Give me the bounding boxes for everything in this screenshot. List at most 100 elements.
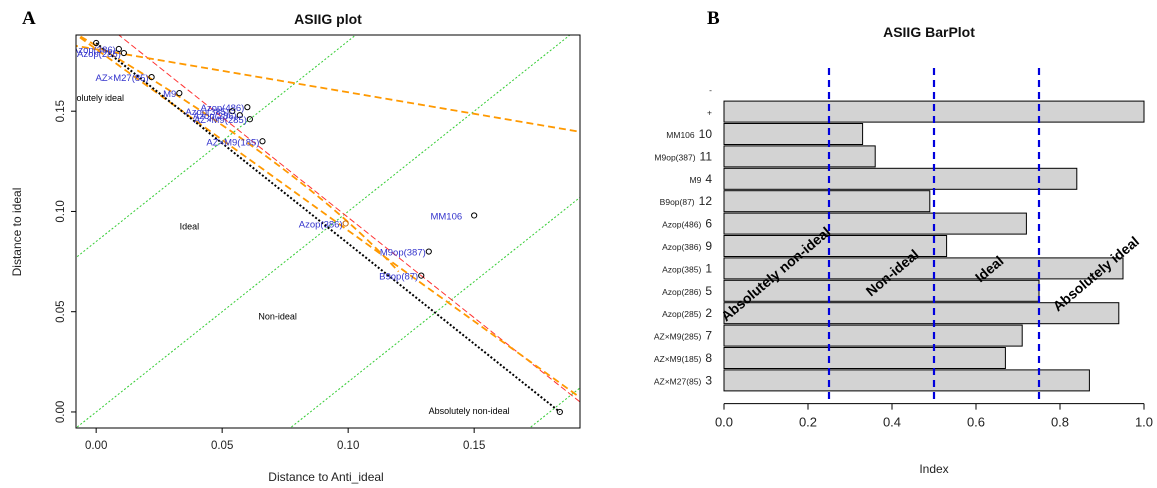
y-tick-label: 0.00 bbox=[55, 401, 67, 423]
category-name: - bbox=[709, 85, 712, 95]
y-tick-label: 0.15 bbox=[55, 100, 67, 122]
ideal-line bbox=[95, 42, 561, 413]
x-tick-label: 0.15 bbox=[463, 440, 485, 452]
panel-a-label: A bbox=[22, 8, 36, 29]
data-point bbox=[425, 248, 432, 255]
category-name: AZ×M27(85) bbox=[654, 376, 702, 386]
category-name: AZ×M9(185) bbox=[654, 354, 702, 364]
data-point bbox=[115, 45, 122, 53]
bar-category-label: M9 4 bbox=[690, 172, 713, 186]
data-point bbox=[176, 90, 183, 97]
bar-x-tick-label: 0.6 bbox=[967, 415, 985, 430]
category-name: Azop(486) bbox=[662, 220, 701, 230]
category-rank: 3 bbox=[705, 373, 712, 387]
category-rank: 5 bbox=[705, 284, 712, 298]
bar-category-label: Azop(385) 1 bbox=[662, 261, 712, 275]
region-label: Absolutely non-ideal bbox=[429, 406, 510, 416]
bar-plot-area: Absolutely non-ideal Non-ideal Ideal Absolu… bbox=[718, 68, 1145, 402]
bar bbox=[723, 347, 1006, 369]
y-tick-label: 0.05 bbox=[55, 301, 67, 323]
point-label: Azop(285) bbox=[77, 49, 121, 60]
bar-category-label: Azop(486) 6 bbox=[662, 217, 712, 231]
category-name: + bbox=[707, 108, 712, 118]
point-label: AZ×M27(85) bbox=[96, 73, 149, 84]
bar bbox=[723, 302, 1120, 325]
fit-curve bbox=[76, 35, 400, 273]
data-point bbox=[236, 112, 243, 119]
bar bbox=[723, 235, 948, 257]
category-name: Azop(386) bbox=[662, 242, 701, 252]
guide-line bbox=[528, 387, 580, 428]
scatter-frame bbox=[75, 34, 581, 429]
region-label: Absolutely ideal bbox=[61, 93, 124, 103]
bar-x-tick-label: 0.4 bbox=[883, 415, 901, 430]
bar-category-label: Azop(285) 2 bbox=[662, 306, 712, 320]
category-name: Azop(285) bbox=[662, 309, 701, 319]
category-name: B9op(87) bbox=[660, 197, 695, 207]
point-label: Azop(386) bbox=[299, 219, 343, 230]
bar-x-tick-label: 1.0 bbox=[1135, 415, 1153, 430]
data-point bbox=[259, 138, 266, 145]
category-rank: 4 bbox=[705, 172, 712, 186]
bar-category-label: Azop(386) 9 bbox=[662, 239, 712, 253]
category-name: M9op(387) bbox=[654, 152, 695, 162]
guide-line bbox=[289, 196, 580, 428]
data-point bbox=[244, 104, 251, 111]
point-label: Azop(286) bbox=[193, 111, 237, 122]
bar-category-label: AZ×M9(185) 8 bbox=[654, 351, 712, 365]
scatter-y-axis-label: Distance to ideal bbox=[10, 188, 24, 277]
y-tick-label: 0.10 bbox=[55, 200, 67, 222]
bar bbox=[723, 212, 1027, 235]
bar bbox=[723, 145, 876, 168]
bar-x-tick-label: 0.2 bbox=[799, 415, 817, 430]
category-rank: 12 bbox=[699, 194, 713, 208]
bar-category-label: M9op(387) 11 bbox=[654, 149, 712, 163]
scatter-plot-area: MM106 M9op(387) B9op(87) Azop(386) Azop(486)… bbox=[61, 35, 580, 428]
point-label: Azop(386) bbox=[72, 45, 116, 56]
x-tick-label: 0.00 bbox=[85, 440, 107, 452]
region-label: Ideal bbox=[180, 221, 200, 231]
bar-x-tick-label: 0.0 bbox=[715, 415, 733, 430]
bar-category-label: AZ×M27(85) 3 bbox=[654, 373, 712, 387]
point-label: Azop(486) bbox=[201, 103, 245, 114]
point-label: M9op(387) bbox=[380, 248, 426, 259]
category-rank: 6 bbox=[705, 217, 712, 231]
scatter-axes: 0.00 0.05 0.10 0.15 0.00 0.05 0.10 0.15 bbox=[55, 100, 485, 452]
category-name: M9 bbox=[690, 175, 702, 185]
category-name: Azop(385) bbox=[662, 264, 701, 274]
bar bbox=[723, 324, 1023, 347]
data-point bbox=[342, 220, 349, 227]
bar-x-tick-label: 0.8 bbox=[1051, 415, 1069, 430]
bar-category-label: + bbox=[707, 108, 712, 118]
reference-line bbox=[118, 35, 580, 403]
guide-line bbox=[76, 35, 571, 428]
bar-category-label: AZ×M9(285) 7 bbox=[654, 329, 712, 343]
category-rank: 1 bbox=[705, 261, 712, 275]
bar bbox=[723, 167, 1078, 190]
category-name: AZ×M9(285) bbox=[654, 332, 702, 342]
bar bbox=[723, 190, 931, 213]
category-rank: 8 bbox=[705, 351, 712, 365]
guide-line bbox=[76, 35, 357, 259]
point-label: M9 bbox=[163, 89, 176, 100]
data-point bbox=[418, 272, 425, 279]
category-rank: 9 bbox=[705, 239, 712, 253]
point-label: AZ×M9(185) bbox=[206, 137, 259, 148]
bar-category-label: B9op(87) 12 bbox=[660, 194, 713, 208]
category-name: MM106 bbox=[666, 130, 695, 140]
bar-x-axis-label: Index bbox=[919, 462, 948, 476]
fit-line bbox=[76, 44, 580, 133]
category-name: Azop(286) bbox=[662, 287, 701, 297]
bar bbox=[723, 369, 1090, 392]
category-rank: 2 bbox=[705, 306, 712, 320]
scatter-x-axis-label: Distance to Anti_ideal bbox=[268, 470, 383, 484]
data-point bbox=[556, 408, 563, 416]
bar bbox=[723, 257, 1124, 280]
data-point bbox=[148, 74, 155, 81]
region-label: Non-ideal bbox=[258, 312, 297, 322]
category-rank: 10 bbox=[699, 127, 713, 141]
bar bbox=[723, 123, 864, 145]
bar-category-label: - bbox=[709, 85, 712, 95]
